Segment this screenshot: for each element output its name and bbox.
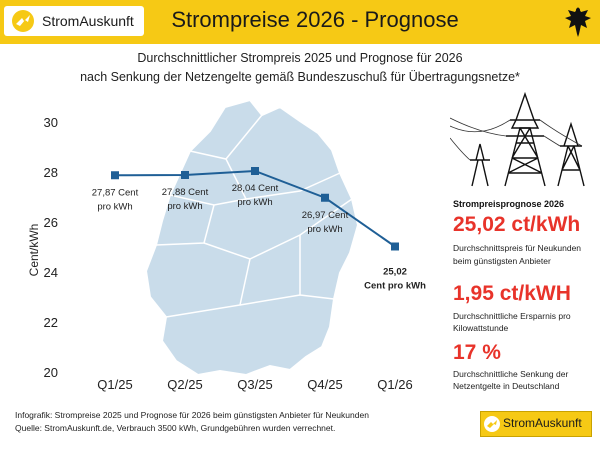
y-axis-label: Cent/kWh: [27, 224, 41, 277]
subtitle-line-2: nach Senkung der Netzengelte gemäß Bunde…: [80, 70, 520, 84]
y-tick-label: 22: [44, 315, 58, 330]
brand-name: StromAuskunft: [42, 13, 134, 29]
power-pylon-icon: [450, 91, 585, 187]
footer-source: Quelle: StromAuskunft.de, Verbrauch 3500…: [15, 423, 336, 433]
data-point: [321, 193, 329, 202]
data-point: [111, 171, 119, 180]
y-tick-label: 26: [44, 215, 58, 230]
forecast-heading: Strompreisprognose 2026: [453, 199, 565, 209]
x-tick-label: Q4/25: [307, 377, 342, 392]
line-chart: 20 22 24 26 28 30 Q1/25 Q2/25 Q3/25 Q4/25 Q1/26 C…: [27, 98, 426, 392]
data-label: 25,02: [383, 267, 407, 278]
data-label: 27,87 Cent: [92, 187, 139, 198]
y-tick-label: 30: [44, 115, 58, 130]
data-label: pro kWh: [237, 197, 272, 208]
x-tick-label: Q2/25: [167, 377, 202, 392]
forecast-price-desc-1: Durchschnittspreis für Neukunden: [453, 243, 582, 253]
grid-fee-desc-1: Durchschnittliche Senkung der: [453, 369, 569, 379]
data-label: Cent pro kWh: [364, 281, 426, 292]
data-label: pro kWh: [97, 201, 132, 212]
data-labels: 27,87 Cent pro kWh 27,88 Cent pro kWh 28,04 …: [92, 183, 426, 292]
forecast-price-value: 25,02 ct/kWh: [453, 213, 581, 236]
brand-logo-icon: [484, 416, 500, 432]
germany-map: [144, 98, 360, 377]
y-tick-label: 20: [44, 365, 58, 380]
data-label: 28,04 Cent: [232, 183, 279, 194]
footer-brand-name: StromAuskunft: [503, 416, 582, 430]
footer-caption: Infografik: Strompreise 2025 und Prognos…: [15, 410, 369, 420]
brand-logo: StromAuskunft: [4, 6, 144, 36]
x-tick-label: Q3/25: [237, 377, 272, 392]
data-point: [391, 242, 399, 251]
y-tick-label: 24: [44, 265, 58, 280]
data-label: 27,88 Cent: [162, 187, 209, 198]
german-eagle-icon: [565, 7, 591, 37]
data-point: [251, 167, 259, 175]
grid-fee-reduction-value: 17 %: [453, 341, 501, 364]
data-points: [111, 167, 399, 251]
header-bar: StromAuskunft Strompreise 2026 - Prognos…: [0, 0, 600, 44]
data-label: pro kWh: [167, 201, 202, 212]
y-tick-label: 28: [44, 165, 58, 180]
savings-desc-1: Durchschnittliche Ersparnis pro: [453, 311, 571, 321]
grid-fee-desc-2: Netzentgelte in Deutschland: [453, 381, 560, 391]
data-label: 26,97 Cent: [302, 210, 349, 221]
subtitle-line-1: Durchschnittlicher Strompreis 2025 und P…: [137, 51, 463, 65]
x-tick-label: Q1/25: [97, 377, 132, 392]
y-axis: 20 22 24 26 28 30: [44, 115, 58, 380]
data-point: [181, 171, 189, 179]
data-label: pro kWh: [307, 224, 342, 235]
page-title: Strompreise 2026 - Prognose: [171, 7, 459, 32]
brand-logo-icon: [12, 10, 34, 32]
x-axis: Q1/25 Q2/25 Q3/25 Q4/25 Q1/26: [97, 377, 412, 392]
savings-value: 1,95 ct/kWH: [453, 282, 571, 305]
footer-logo: StromAuskunft: [480, 411, 592, 437]
savings-desc-2: Kilowattstunde: [453, 323, 509, 333]
forecast-price-desc-2: beim günstigsten Anbieter: [453, 256, 551, 266]
state-borders: [155, 114, 353, 318]
x-tick-label: Q1/26: [377, 377, 412, 392]
